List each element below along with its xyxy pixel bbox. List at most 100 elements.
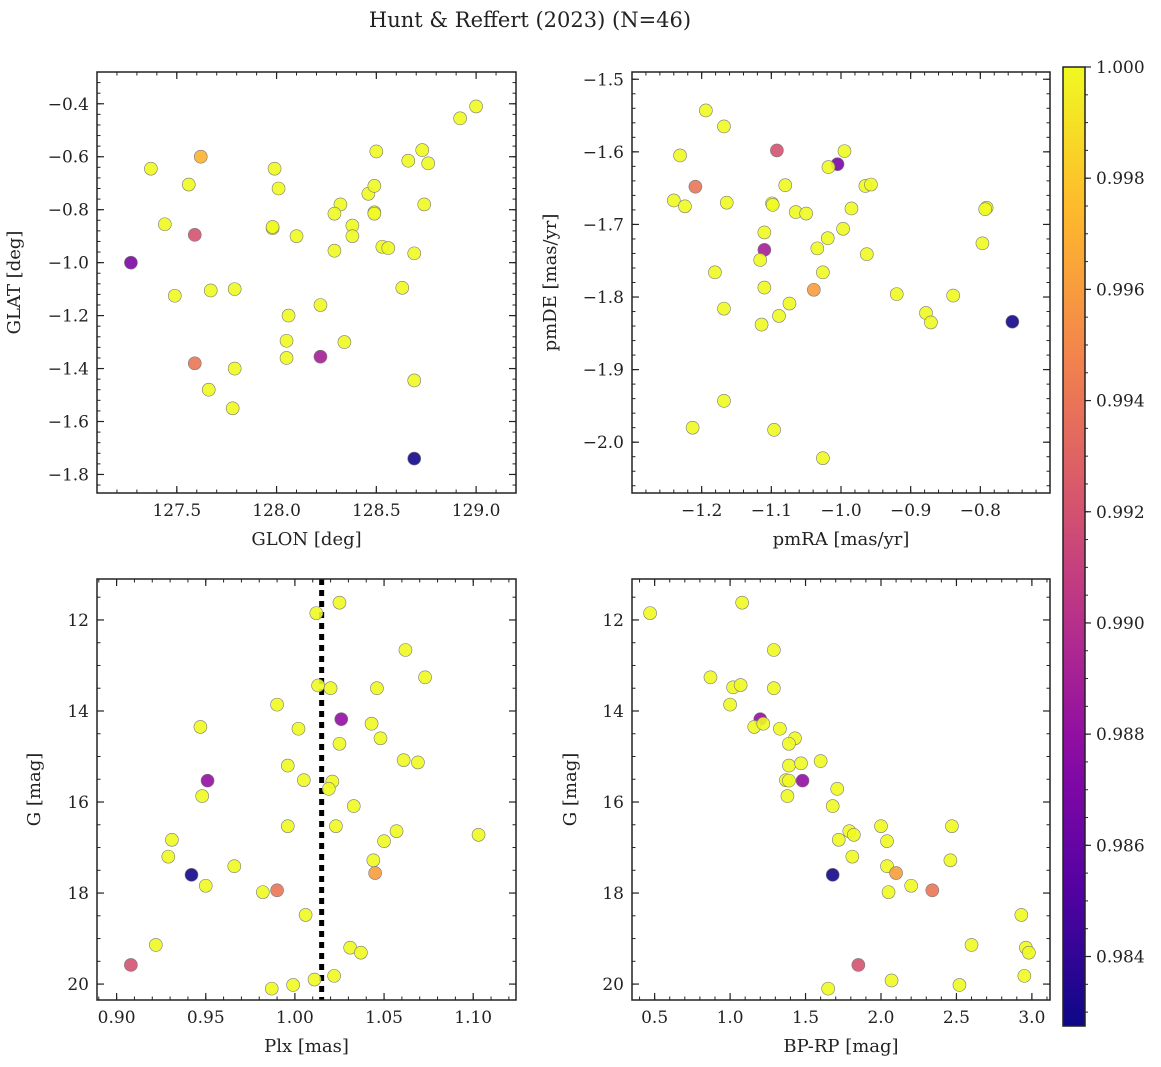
scatter-point [723, 697, 737, 712]
scatter-point [830, 782, 845, 796]
scatter-point [1017, 969, 1032, 983]
scatter-point [1022, 945, 1036, 960]
x-axis-label: GLON [deg] [251, 529, 361, 550]
scatter-point [685, 420, 700, 435]
scatter-point [373, 731, 388, 746]
scatter-point [187, 356, 202, 371]
colorbar-tick-label: 0.984 [1096, 948, 1145, 968]
y-tick-label: 14 [67, 702, 89, 722]
scatter-point [813, 754, 828, 768]
scatter-point [193, 149, 208, 164]
scatter-point [398, 643, 413, 657]
scatter-point [381, 241, 396, 255]
scatter-point [181, 177, 196, 192]
colorbar-tick-label: 0.990 [1096, 614, 1145, 634]
y-tick-label: −1.5 [583, 70, 624, 90]
scatter-point [821, 981, 835, 996]
y-tick-label: −1.7 [583, 215, 624, 235]
scatter-point [270, 883, 284, 898]
scatter-point [195, 789, 209, 803]
scatter-point [411, 755, 425, 770]
scatter-point [144, 161, 158, 176]
y-tick-label: −1.9 [583, 361, 624, 381]
scatter-point [469, 99, 483, 114]
scatter-point [149, 938, 163, 952]
x-tick-label: 1.00 [276, 1008, 314, 1028]
scatter-point [311, 678, 325, 693]
scatter-point [165, 832, 179, 847]
scatter-point [453, 111, 467, 126]
scatter-point [184, 868, 199, 882]
scatter-point [708, 265, 722, 280]
scatter-point [703, 670, 718, 685]
scatter-point [767, 681, 781, 696]
y-axis-label: G [mag] [24, 753, 45, 826]
scatter-point [820, 231, 835, 246]
x-tick-label: 128.5 [352, 501, 401, 521]
scatter-point [327, 969, 341, 983]
scatter-point [795, 773, 810, 788]
scatter-point [267, 161, 282, 176]
scatter-point [187, 228, 202, 242]
scatter-point [227, 282, 242, 296]
scatter-point [168, 288, 182, 303]
scatter-point [925, 883, 940, 898]
scatter-point [778, 178, 793, 193]
colorbar: 0.984 0.986 0.988 0.990 0.992 0.994 0.996 0.998… [1062, 58, 1145, 1027]
scatter-point [735, 595, 749, 610]
scatter-point [874, 819, 888, 833]
scatter-point [889, 287, 904, 301]
scatter-point [767, 423, 781, 437]
y-tick-label: −1.4 [48, 360, 89, 380]
scatter-point [946, 288, 960, 303]
x-tick-label: −0.9 [890, 501, 931, 521]
scatter-point [964, 938, 979, 952]
y-tick-label: −1.0 [48, 254, 89, 274]
x-tick-label: −1.2 [681, 501, 722, 521]
scatter-point [1014, 908, 1029, 922]
scatter-point [334, 712, 349, 726]
scatter-point [279, 351, 294, 365]
scatter-point [421, 156, 436, 171]
y-axis-label: G [mag] [560, 753, 581, 826]
y-tick-label: −0.8 [48, 201, 89, 221]
scatter-point [271, 181, 286, 196]
scatter-point [799, 206, 813, 221]
x-tick-label: 3.0 [1018, 1008, 1045, 1028]
scatter-point [256, 885, 270, 899]
y-tick-label: −1.6 [48, 413, 89, 433]
scatter-point [782, 736, 796, 751]
scatter-point [847, 827, 861, 842]
y-tick-label: −2.0 [583, 433, 624, 453]
scatter-point [307, 972, 322, 987]
scatter-point [952, 978, 967, 992]
scatter-point [323, 681, 338, 696]
scatter-point [291, 721, 306, 736]
x-tick-label: 1.05 [365, 1008, 403, 1028]
scatter-point [643, 606, 657, 620]
scatter-point [880, 834, 894, 848]
y-tick-label: −1.8 [583, 288, 624, 308]
scatter-point [717, 119, 731, 134]
scatter-point [369, 144, 384, 159]
scatter-point [281, 308, 296, 323]
scatter-point [201, 382, 216, 397]
scatter-point [286, 978, 300, 992]
x-tick-label: 128.0 [252, 501, 301, 521]
y-tick-label: 14 [602, 702, 624, 722]
scatter-point [198, 878, 213, 893]
y-tick-label: 18 [67, 884, 89, 904]
scatter-point [816, 265, 830, 280]
plot-frame [96, 71, 517, 494]
x-tick-label: 127.5 [152, 501, 201, 521]
scatter-point [337, 335, 352, 349]
scatter-point [366, 853, 381, 868]
scatter-point [367, 179, 382, 193]
scatter-point [837, 144, 852, 158]
panel-top-left: 127.5 128.0 128.5 129.0 −1.8 −1.6 −1.4 −1.2 −1.0… [4, 71, 517, 550]
x-tick-label: 0.95 [187, 1008, 225, 1028]
scatter-point [345, 229, 360, 243]
scatter-point [227, 859, 242, 873]
scatter-point [844, 201, 859, 216]
